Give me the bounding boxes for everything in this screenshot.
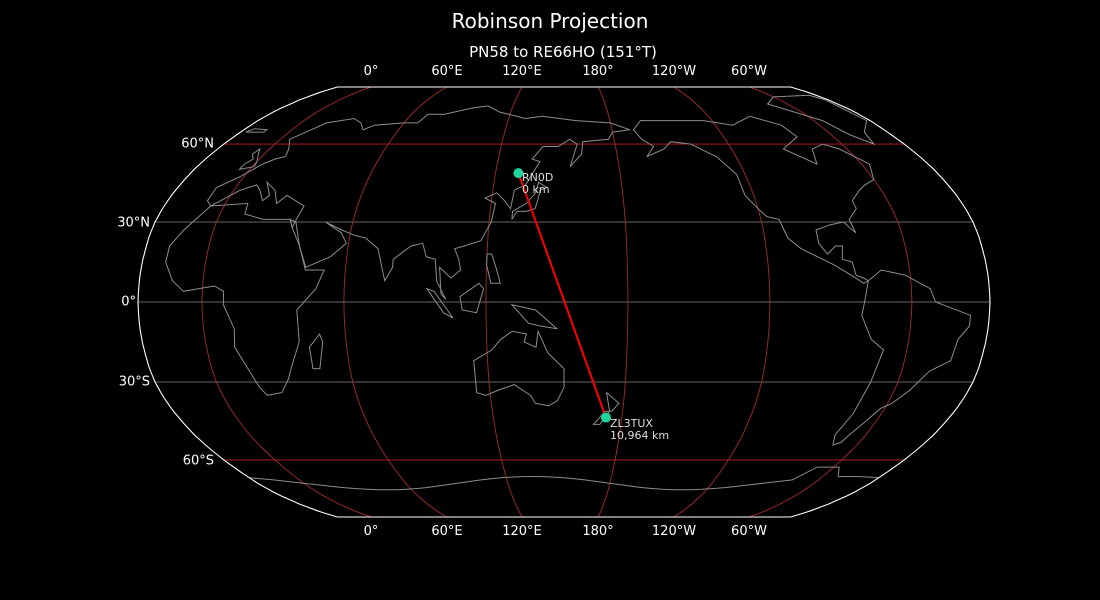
coastline-africa [165,202,325,396]
station-distance: 0 km [522,183,550,196]
lat-tick: 0° [121,294,136,310]
lon-tick-bottom: 60°E [431,524,463,539]
meridian-line [485,86,523,518]
coastline-philippines [486,253,501,284]
lon-tick-bottom: 0° [363,524,379,539]
map-subtitle: PN58 to RE66HO (151°T) [469,43,657,61]
map-title: Robinson Projection [451,9,649,33]
coastline-iceland [245,128,269,133]
station-label-destination: ZL3TUX 10,964 km [610,418,669,442]
lon-tick-bottom: 120°W [651,524,697,539]
lon-tick-top: 120°W [651,64,697,79]
coastline-sumatra [425,287,454,319]
coastline-south-america [832,269,972,446]
lon-tick-top: 120°E [502,64,542,79]
map-outline [137,86,991,518]
lat-tick: 60°S [182,453,214,469]
station-label-origin: RN0D 0 km [522,172,553,196]
station-call: RN0D [522,171,554,184]
station-call: ZL3TUX [610,417,653,430]
coastline-britain [238,147,261,170]
meridian-line [597,86,629,518]
coastline-australia [473,329,565,407]
lat-tick: 30°S [118,374,150,390]
meridian-line [673,86,771,518]
coastline-eurasia [206,105,630,300]
destination-marker [600,412,611,423]
great-circle-path [517,172,607,418]
lon-tick-bottom: 120°E [502,524,542,539]
coastline-greenland [766,94,876,146]
coastline-antarctica [249,466,879,491]
coastline-north-america [632,115,875,284]
lon-tick-bottom: 180° [582,524,614,539]
origin-marker [513,168,524,179]
lon-tick-top: 60°W [731,64,767,79]
lon-tick-bottom: 60°W [731,524,767,539]
meridian-line [201,86,372,518]
lon-tick-top: 180° [582,64,614,79]
meridian-line [749,86,913,518]
meridian-line [343,86,448,518]
coastline-madagascar [308,332,324,370]
station-distance: 10,964 km [610,429,670,442]
lat-tick: 60°N [181,136,214,152]
coastline-japan [511,181,548,220]
coastline-new-guinea [510,303,559,330]
lon-tick-top: 0° [363,64,379,79]
lat-tick: 30°N [117,215,150,231]
coastline-borneo [459,282,485,314]
lon-tick-top: 60°E [431,64,463,79]
